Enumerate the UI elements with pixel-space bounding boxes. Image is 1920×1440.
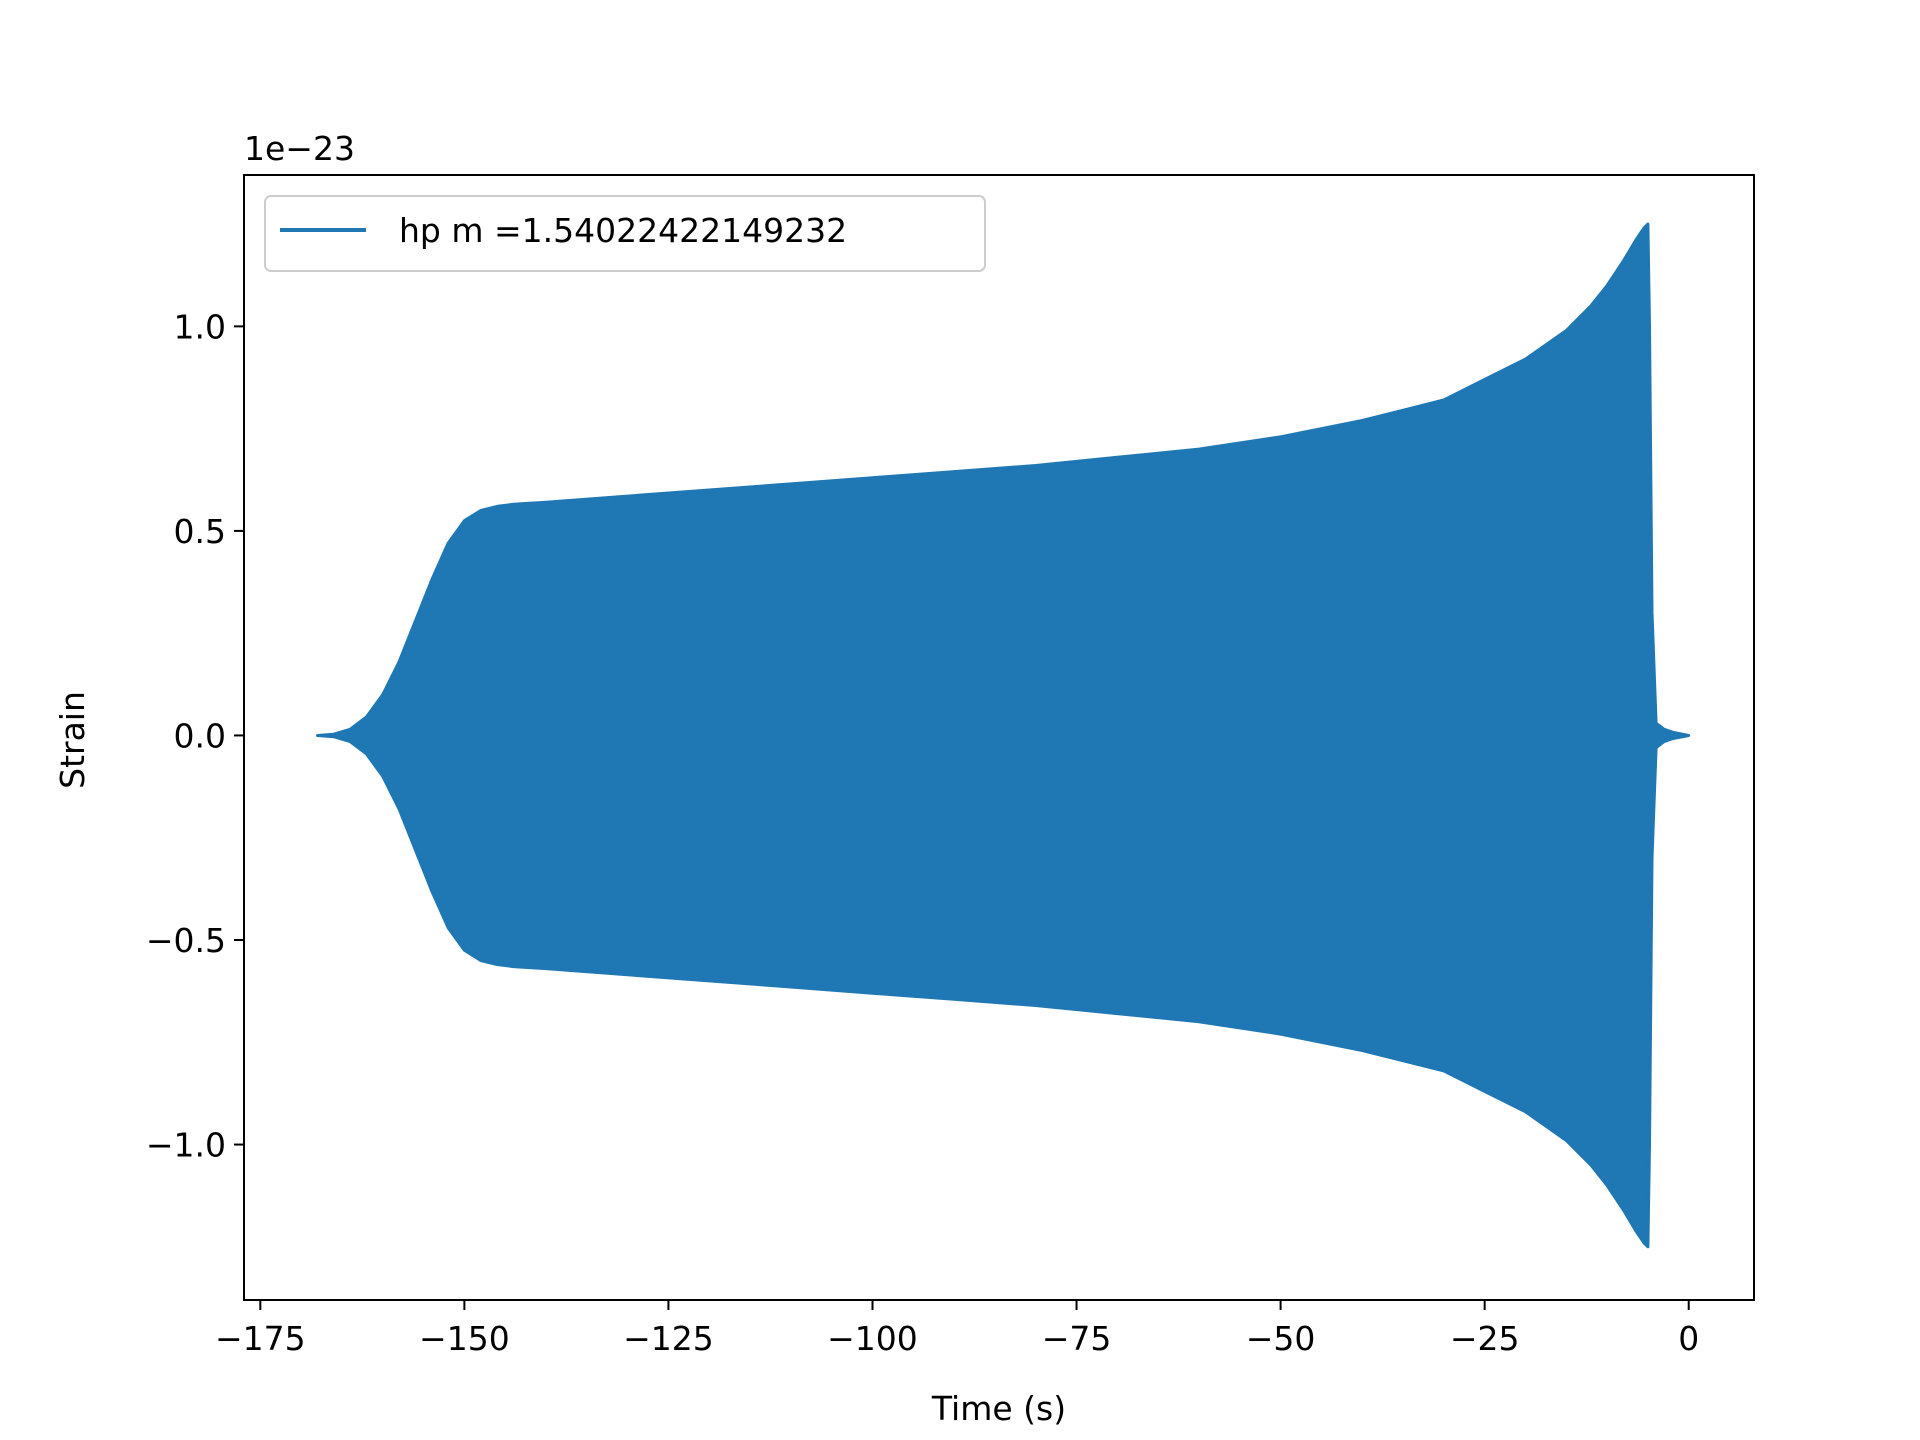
y-axis-ticks: 1.0 0.5 0.0 −0.5 −1.0 [146, 307, 244, 1165]
y-tick-label: 1.0 [174, 307, 226, 346]
legend-label: hp m =1.54022422149232 [399, 211, 847, 250]
series-0-strain-band [316, 222, 1691, 1249]
y-axis-label: Strain [53, 691, 92, 789]
x-axis-label: Time (s) [931, 1389, 1066, 1428]
axes-frame [243, 174, 1755, 1301]
x-tick-label: −150 [419, 1319, 510, 1358]
x-tick-label: −50 [1246, 1319, 1316, 1358]
x-tick-label: −25 [1450, 1319, 1520, 1358]
x-tick-label: −75 [1042, 1319, 1112, 1358]
x-axis-ticks: −175 −150 −125 −100 −75 −50 −25 0 [215, 1300, 1699, 1358]
y-tick-label: 0.0 [174, 716, 226, 755]
x-tick-label: 0 [1678, 1319, 1699, 1358]
y-tick-label: −1.0 [146, 1126, 226, 1165]
x-tick-label: −175 [215, 1319, 306, 1358]
series-layer [316, 222, 1691, 1249]
x-tick-label: −125 [623, 1319, 714, 1358]
legend-box [264, 195, 986, 272]
y-tick-label: −0.5 [146, 921, 226, 960]
y-offset-text: 1e−23 [244, 129, 355, 168]
legend: hp m =1.54022422149232 [264, 195, 986, 272]
y-tick-label: 0.5 [174, 512, 226, 551]
x-tick-label: −100 [827, 1319, 918, 1358]
